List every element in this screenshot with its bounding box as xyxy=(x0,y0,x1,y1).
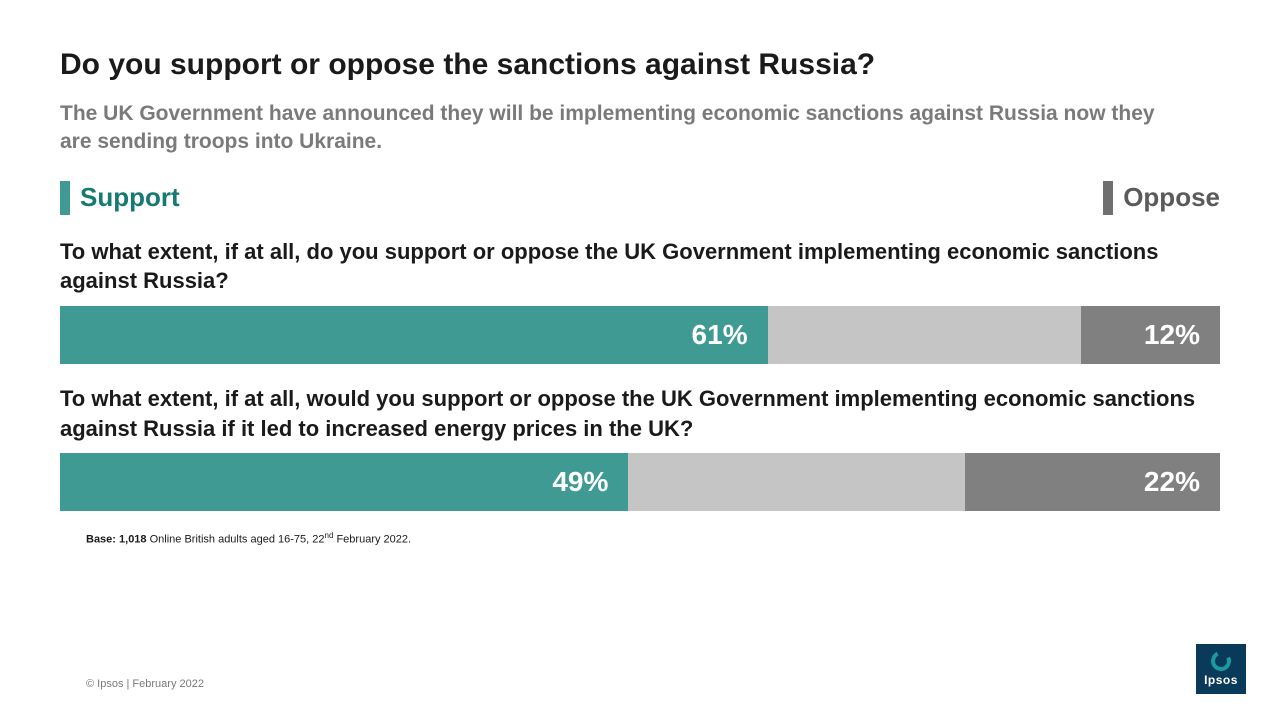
legend-oppose-chip xyxy=(1103,181,1113,215)
question-2: To what extent, if at all, would you sup… xyxy=(60,384,1220,443)
bar-2-neutral xyxy=(628,453,964,511)
ipsos-logo-text: Ipsos xyxy=(1204,673,1238,687)
page-subtitle: The UK Government have announced they wi… xyxy=(60,100,1160,157)
bar-1-neutral xyxy=(768,306,1081,364)
legend-oppose: Oppose xyxy=(1103,181,1220,215)
base-note-bold: Base: 1,018 xyxy=(86,534,147,546)
legend-support: Support xyxy=(60,181,180,215)
page-title: Do you support or oppose the sanctions a… xyxy=(60,48,1220,82)
bar-1-support: 61% xyxy=(60,306,768,364)
ipsos-logo: Ipsos xyxy=(1196,644,1246,694)
base-note: Base: 1,018 Online British adults aged 1… xyxy=(86,531,1220,546)
bar-2: 49% 22% xyxy=(60,453,1220,511)
bar-2-support: 49% xyxy=(60,453,628,511)
legend-support-label: Support xyxy=(80,182,180,213)
bar-1: 61% 12% xyxy=(60,306,1220,364)
legend-support-chip xyxy=(60,181,70,215)
legend: Support Oppose xyxy=(60,181,1220,215)
base-note-text-2: February 2022. xyxy=(333,534,411,546)
ipsos-logo-icon xyxy=(1208,648,1234,674)
copyright: © Ipsos | February 2022 xyxy=(86,678,204,690)
question-1: To what extent, if at all, do you suppor… xyxy=(60,237,1220,296)
bar-2-oppose: 22% xyxy=(965,453,1220,511)
legend-oppose-label: Oppose xyxy=(1123,182,1220,213)
base-note-text-1: Online British adults aged 16-75, 22 xyxy=(147,534,325,546)
bar-1-oppose: 12% xyxy=(1081,306,1220,364)
